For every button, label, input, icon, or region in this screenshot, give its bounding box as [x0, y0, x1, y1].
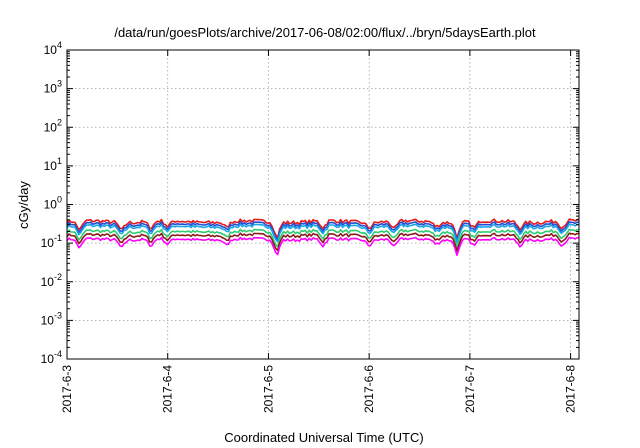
x-tick-label: 2017-6-8: [564, 365, 578, 413]
series-line-1: [66, 218, 580, 239]
axis-ticks: [66, 49, 579, 360]
y-tick-label: 103: [44, 79, 62, 96]
y-tick-label: 102: [44, 117, 62, 134]
x-tick-label: 2017-6-3: [60, 365, 74, 413]
series-line-4: [66, 228, 580, 249]
y-axis-label: cGy/day: [16, 181, 31, 229]
series-line-5: [66, 232, 580, 252]
x-axis-label: Coordinated Universal Time (UTC): [224, 430, 423, 445]
grid-lines: [66, 50, 579, 359]
series-line-6: [66, 236, 580, 256]
y-tick-labels: 10-4 10-3 10-2 10-1 100 101 102 103 104: [41, 40, 62, 366]
x-tick-label: 2017-6-4: [161, 365, 175, 413]
y-tick-label: 100: [44, 195, 62, 212]
series-line-2: [66, 221, 580, 242]
y-tick-label: 10-2: [41, 272, 62, 289]
y-tick-label: 10-4: [41, 349, 62, 366]
x-tick-labels: 2017-6-3 2017-6-4 2017-6-5 2017-6-6 2017-6-7…: [60, 365, 578, 413]
x-tick-label: 2017-6-6: [362, 365, 376, 413]
chart-title: /data/run/goesPlots/archive/2017-06-08/0…: [114, 25, 536, 40]
y-tick-label: 101: [44, 156, 62, 173]
y-tick-label: 10-3: [41, 310, 62, 327]
y-tick-label: 10-1: [41, 233, 62, 250]
x-tick-label: 2017-6-5: [261, 365, 275, 413]
x-tick-label: 2017-6-7: [463, 365, 477, 413]
series-line-3: [66, 223, 580, 244]
series-layer: [66, 218, 580, 256]
y-tick-label: 104: [44, 40, 62, 57]
